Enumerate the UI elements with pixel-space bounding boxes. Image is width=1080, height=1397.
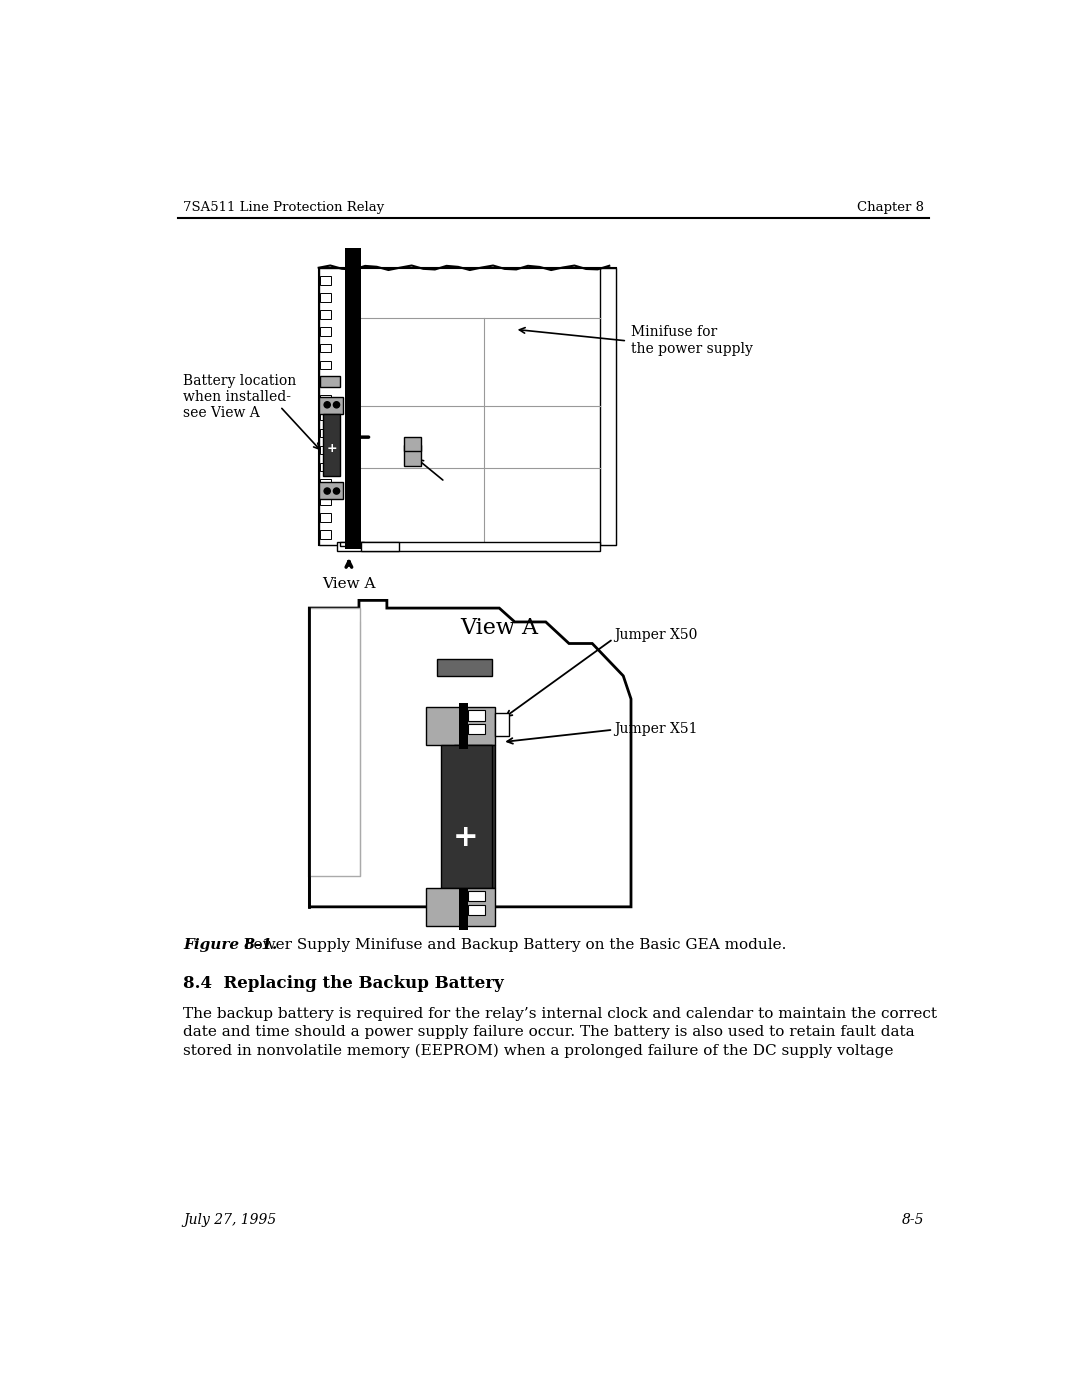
Bar: [321, 496, 332, 504]
Bar: [321, 446, 332, 454]
Circle shape: [334, 402, 339, 408]
Bar: [321, 513, 332, 522]
Text: +: +: [326, 443, 337, 455]
Bar: [459, 703, 469, 749]
Bar: [469, 904, 485, 915]
Bar: [321, 376, 340, 387]
Bar: [309, 608, 360, 876]
Bar: [321, 310, 332, 319]
Bar: [321, 395, 332, 404]
Bar: [319, 482, 343, 499]
Bar: [321, 293, 332, 302]
Text: Jumper X51: Jumper X51: [613, 722, 698, 736]
Text: Chapter 8: Chapter 8: [856, 201, 924, 214]
Bar: [321, 462, 332, 471]
Circle shape: [334, 488, 339, 495]
Bar: [321, 377, 332, 387]
Bar: [496, 712, 510, 736]
Text: Battery location
when installed-
see View A: Battery location when installed- see Vie…: [183, 374, 296, 420]
Bar: [455, 745, 495, 887]
Bar: [437, 659, 491, 676]
Bar: [426, 707, 496, 745]
Bar: [321, 429, 332, 437]
Circle shape: [324, 488, 330, 495]
Bar: [337, 542, 600, 550]
Bar: [469, 724, 485, 735]
Bar: [321, 360, 332, 369]
Bar: [469, 891, 485, 901]
Bar: [404, 437, 421, 451]
Text: Power Supply Minifuse and Backup Battery on the Basic GEA module.: Power Supply Minifuse and Backup Battery…: [239, 937, 786, 951]
Bar: [321, 531, 332, 539]
Text: 8-5: 8-5: [902, 1214, 924, 1228]
Text: Figure 8-1.: Figure 8-1.: [183, 937, 278, 951]
Bar: [459, 887, 469, 930]
Text: View A: View A: [322, 577, 376, 591]
Bar: [321, 344, 332, 352]
Polygon shape: [309, 601, 631, 907]
Bar: [321, 327, 332, 335]
Bar: [319, 397, 343, 414]
Bar: [345, 249, 361, 549]
Bar: [469, 710, 485, 721]
Bar: [309, 608, 360, 876]
Bar: [361, 542, 400, 550]
Text: July 27, 1995: July 27, 1995: [183, 1214, 276, 1228]
Text: 7SA511 Line Protection Relay: 7SA511 Line Protection Relay: [183, 201, 384, 214]
Bar: [426, 887, 496, 926]
Bar: [600, 268, 616, 545]
Text: The backup battery is required for the relay’s internal clock and calendar to ma: The backup battery is required for the r…: [183, 1007, 937, 1059]
Text: 8.4  Replacing the Backup Battery: 8.4 Replacing the Backup Battery: [183, 975, 503, 992]
Bar: [319, 268, 616, 545]
Circle shape: [324, 402, 330, 408]
Bar: [323, 414, 340, 475]
Text: View A: View A: [460, 617, 538, 640]
Bar: [321, 479, 332, 488]
Bar: [404, 444, 421, 467]
Text: Minifuse for
the power supply: Minifuse for the power supply: [631, 326, 753, 356]
Text: Jumper X50: Jumper X50: [613, 629, 698, 643]
Bar: [441, 745, 491, 887]
Bar: [340, 542, 364, 546]
Bar: [319, 268, 346, 545]
Bar: [321, 412, 332, 420]
Text: +: +: [454, 823, 478, 852]
Bar: [321, 277, 332, 285]
